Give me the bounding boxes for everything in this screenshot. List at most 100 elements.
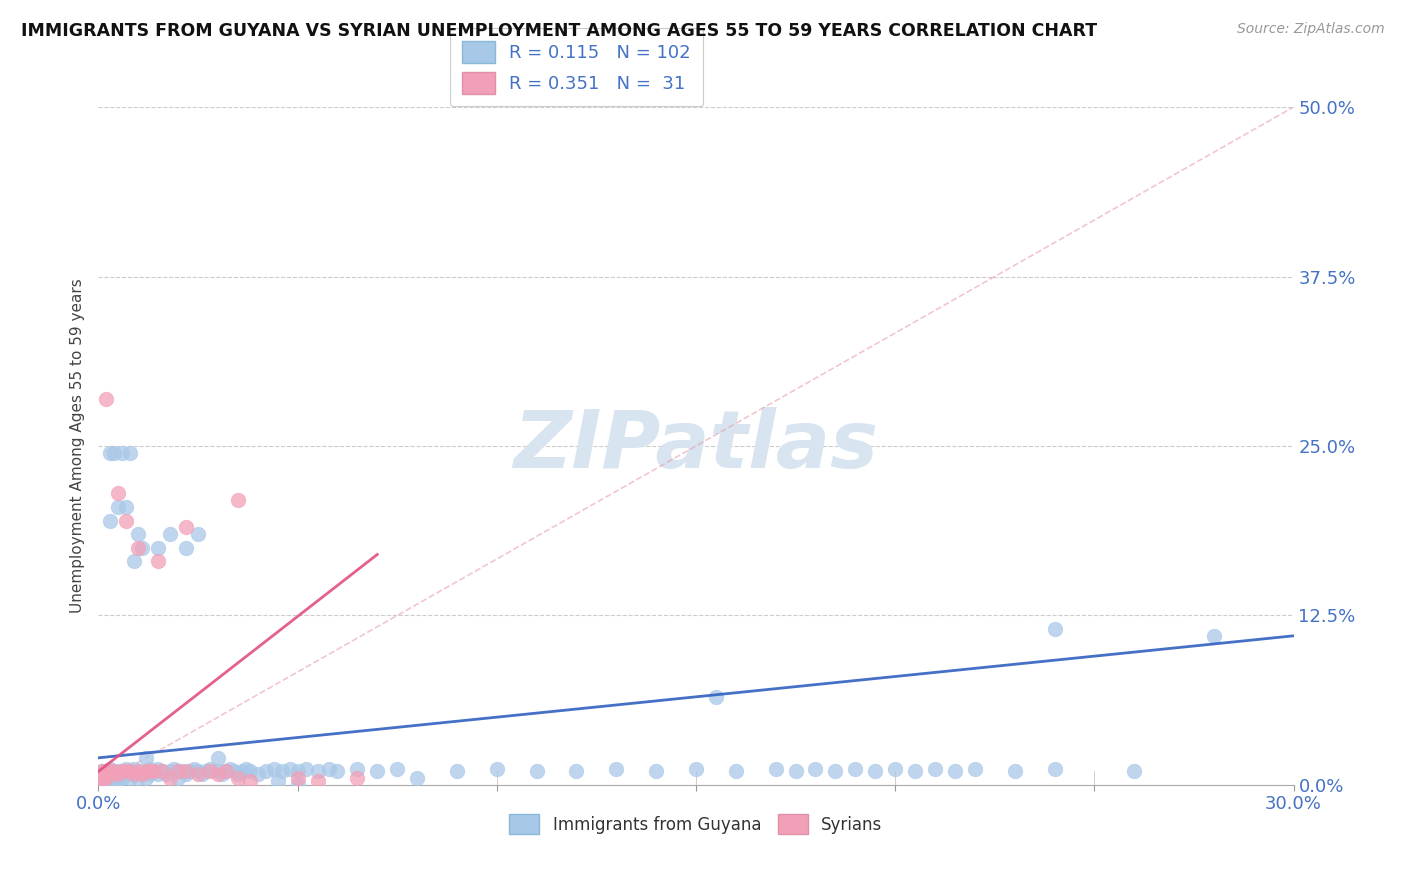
Point — [211, 767, 233, 781]
Point — [148, 541, 170, 555]
Point — [287, 771, 309, 785]
Point — [103, 764, 125, 779]
Point — [91, 771, 114, 785]
Y-axis label: Unemployment Among Ages 55 to 59 years: Unemployment Among Ages 55 to 59 years — [69, 278, 84, 614]
Point — [187, 764, 209, 779]
Point — [111, 764, 134, 779]
Point — [179, 764, 201, 779]
Point — [89, 771, 111, 785]
Point — [96, 773, 118, 788]
Point — [107, 500, 129, 514]
Point — [107, 764, 129, 779]
Point — [139, 767, 162, 781]
Point — [318, 762, 340, 776]
Point — [139, 762, 162, 776]
Point — [239, 764, 262, 779]
Point — [904, 764, 927, 779]
Point — [963, 762, 986, 776]
Point — [103, 767, 125, 781]
Point — [115, 762, 138, 776]
Point — [215, 764, 238, 779]
Point — [96, 771, 118, 785]
Point — [131, 541, 153, 555]
Point — [163, 762, 186, 776]
Point — [96, 764, 118, 779]
Point — [93, 771, 115, 785]
Point — [98, 762, 122, 776]
Point — [287, 776, 309, 790]
Point — [270, 764, 292, 779]
Point — [96, 392, 118, 406]
Point — [115, 767, 138, 781]
Point — [1043, 622, 1066, 636]
Point — [1123, 764, 1146, 779]
Point — [120, 764, 142, 779]
Point — [943, 764, 966, 779]
Point — [167, 771, 190, 785]
Point — [111, 764, 134, 779]
Point — [174, 541, 197, 555]
Point — [120, 446, 142, 460]
Point — [167, 764, 190, 779]
Point — [446, 764, 468, 779]
Point — [804, 762, 827, 776]
Point — [406, 771, 429, 785]
Point — [174, 767, 197, 781]
Point — [98, 773, 122, 788]
Point — [346, 762, 368, 776]
Point — [278, 762, 301, 776]
Legend: Immigrants from Guyana, Syrians: Immigrants from Guyana, Syrians — [499, 804, 893, 845]
Point — [207, 764, 229, 779]
Point — [91, 764, 114, 779]
Point — [131, 767, 153, 781]
Point — [103, 446, 125, 460]
Point — [231, 764, 253, 779]
Point — [226, 767, 249, 781]
Point — [131, 767, 153, 781]
Point — [96, 767, 118, 781]
Point — [124, 767, 146, 781]
Point — [191, 767, 214, 781]
Point — [91, 767, 114, 781]
Point — [135, 764, 157, 779]
Point — [198, 764, 221, 779]
Point — [207, 751, 229, 765]
Point — [294, 762, 316, 776]
Point — [326, 764, 349, 779]
Point — [159, 771, 181, 785]
Point — [239, 773, 262, 788]
Point — [127, 527, 149, 541]
Point — [127, 764, 149, 779]
Point — [183, 762, 205, 776]
Point — [115, 764, 138, 779]
Point — [150, 764, 173, 779]
Point — [287, 764, 309, 779]
Point — [704, 690, 727, 704]
Point — [115, 514, 138, 528]
Point — [96, 764, 118, 779]
Point — [103, 771, 125, 785]
Point — [235, 762, 257, 776]
Point — [107, 767, 129, 781]
Point — [127, 771, 149, 785]
Point — [96, 771, 118, 785]
Point — [267, 773, 290, 788]
Point — [98, 767, 122, 781]
Point — [93, 764, 115, 779]
Point — [91, 764, 114, 779]
Point — [246, 767, 269, 781]
Point — [565, 764, 588, 779]
Point — [924, 762, 946, 776]
Point — [159, 527, 181, 541]
Point — [226, 493, 249, 508]
Point — [307, 764, 329, 779]
Point — [135, 751, 157, 765]
Point — [385, 762, 409, 776]
Point — [346, 771, 368, 785]
Point — [765, 762, 787, 776]
Point — [135, 764, 157, 779]
Text: IMMIGRANTS FROM GUYANA VS SYRIAN UNEMPLOYMENT AMONG AGES 55 TO 59 YEARS CORRELAT: IMMIGRANTS FROM GUYANA VS SYRIAN UNEMPLO… — [21, 22, 1097, 40]
Point — [366, 764, 388, 779]
Point — [120, 764, 142, 779]
Point — [215, 764, 238, 779]
